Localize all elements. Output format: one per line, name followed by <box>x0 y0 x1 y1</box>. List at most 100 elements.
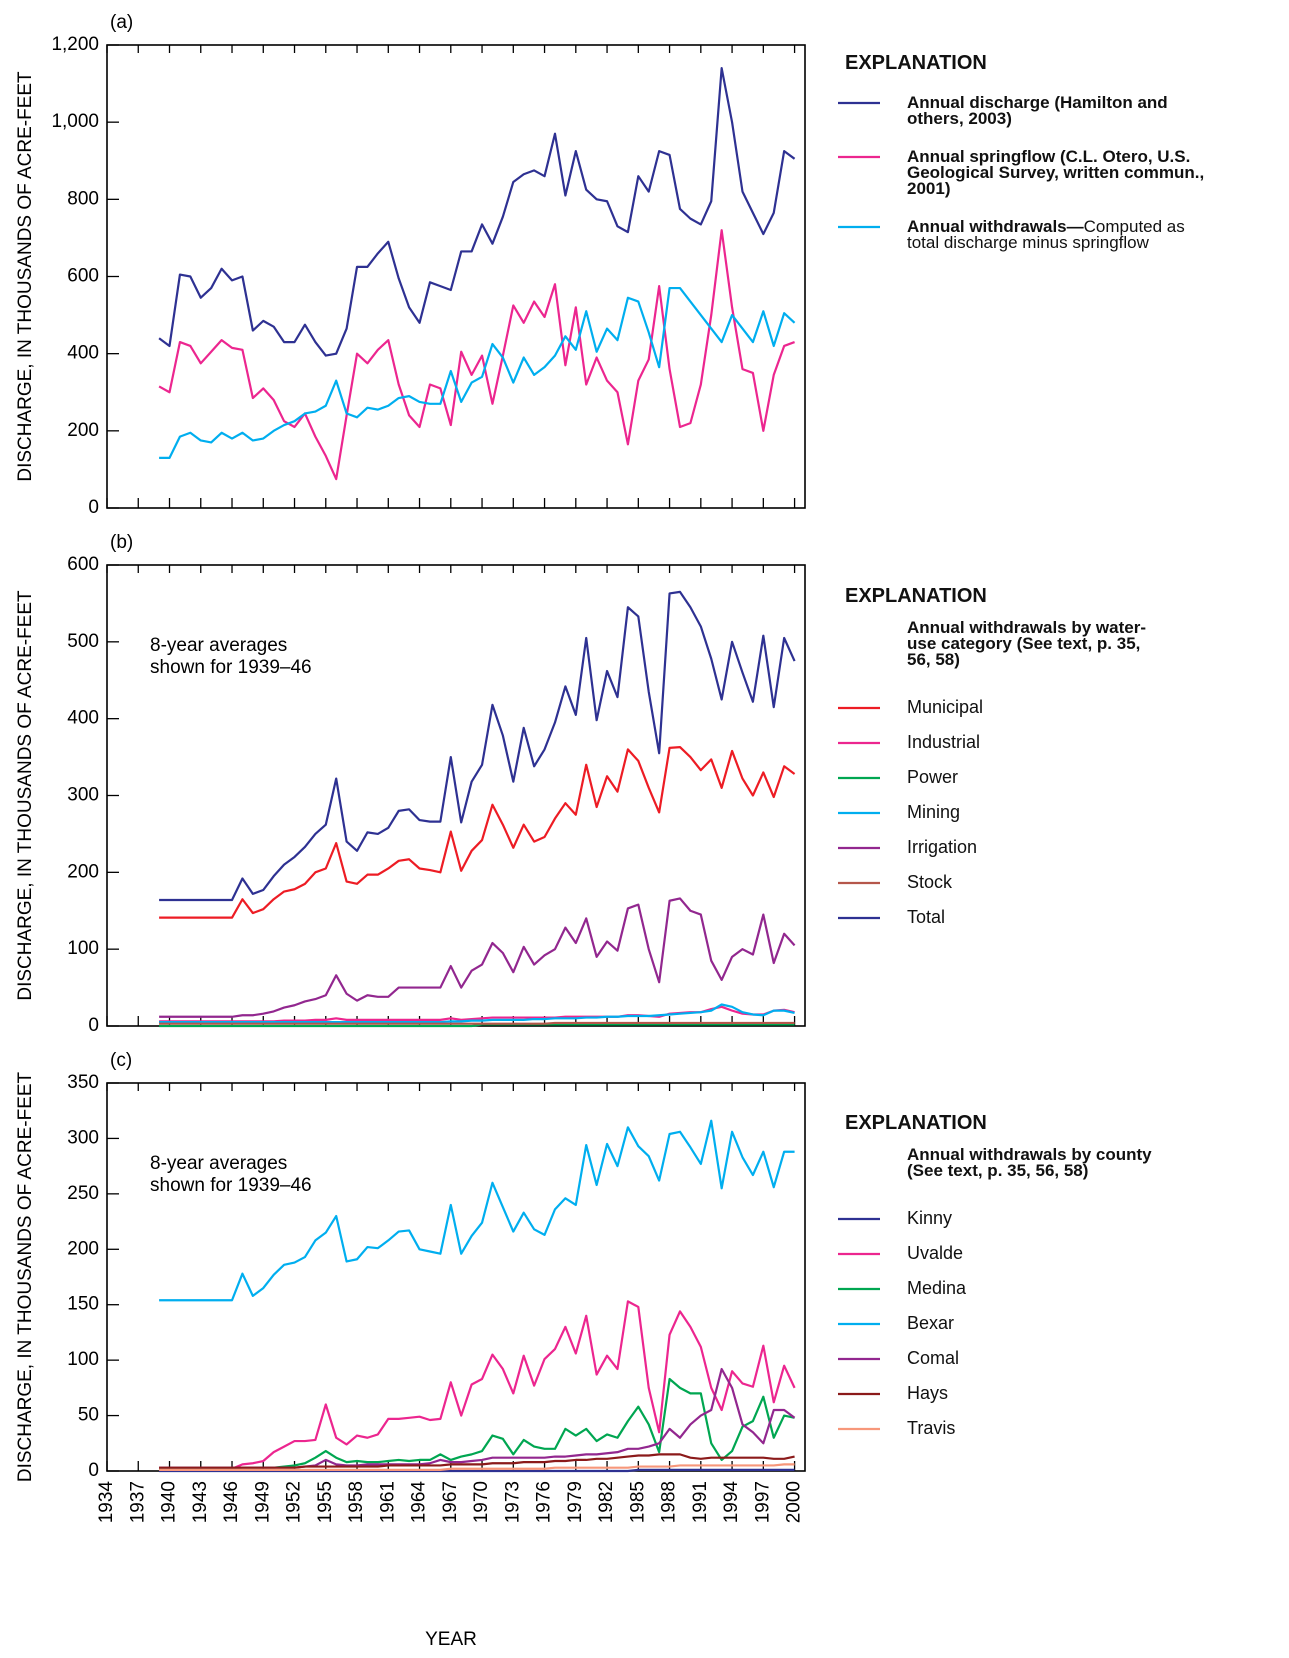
legend-text: Industrial <box>907 732 1207 753</box>
x-tick-label: 1940 <box>159 1481 180 1523</box>
legend-swatch <box>838 881 880 884</box>
y-axis-label: DISCHARGE, IN THOUSANDS OF ACRE-FEET <box>15 71 36 482</box>
legend-label: Annual withdrawals— <box>907 217 1084 236</box>
y-tick-label: 0 <box>88 1460 99 1481</box>
series-line <box>159 746 796 919</box>
y-axis-label: DISCHARGE, IN THOUSANDS OF ACRE-FEET <box>15 1071 36 1482</box>
legend-swatch <box>838 1287 880 1290</box>
legend-swatch <box>838 811 880 814</box>
series-line <box>158 229 795 481</box>
series-line <box>159 1021 795 1025</box>
y-tick-label: 200 <box>67 1238 99 1259</box>
legend: EXPLANATION Annual discharge (Hamilton an… <box>835 52 1275 273</box>
x-tick-label: 1934 <box>96 1481 117 1524</box>
y-tick-label: 500 <box>67 631 99 652</box>
legend-text: Municipal <box>907 697 1207 718</box>
legend-text: Bexar <box>907 1313 1207 1334</box>
y-tick-label: 400 <box>67 343 99 364</box>
plot-frame <box>106 44 806 509</box>
annotation: 8-year averages shown for 1939–46 <box>150 1153 312 1196</box>
y-tick-label: 400 <box>67 708 99 729</box>
y-tick-label: 200 <box>67 420 99 441</box>
legend-swatch <box>838 1252 880 1255</box>
legend-label: Hays <box>907 1383 949 1403</box>
x-tick-label: 1967 <box>440 1481 461 1523</box>
legend-entry: Mining <box>835 795 1275 830</box>
legend-swatch <box>838 1217 880 1220</box>
legend-entry: Stock <box>835 865 1275 900</box>
legend-text: Hays <box>907 1383 1207 1404</box>
legend-entry: Irrigation <box>835 830 1275 865</box>
y-tick-label: 350 <box>67 1072 99 1093</box>
legend-entry: Uvalde <box>835 1236 1275 1271</box>
legend-label: Total <box>907 907 946 927</box>
series-line <box>159 1003 795 1024</box>
legend-swatch <box>838 101 880 105</box>
legend-swatch <box>838 1357 880 1360</box>
legend-swatch <box>838 155 880 159</box>
series-line <box>159 590 796 902</box>
y-tick-label: 0 <box>88 497 99 518</box>
legend-label: Comal <box>907 1348 960 1368</box>
x-tick-label: 1997 <box>752 1481 773 1523</box>
legend-text: Power <box>907 767 1207 788</box>
legend-text: Irrigation <box>907 837 1207 858</box>
x-tick-label: 1994 <box>721 1481 742 1524</box>
legend-note: Computed as total discharge minus spring… <box>907 217 1185 252</box>
x-tick-label: 1955 <box>315 1481 336 1523</box>
legend-entry: Power <box>835 760 1275 795</box>
plot-frame <box>106 1082 806 1472</box>
legend-text: Annual discharge (Hamilton and others, 2… <box>907 93 1207 128</box>
y-tick-label: 300 <box>67 785 99 806</box>
x-tick-label: 1964 <box>409 1481 430 1524</box>
legend-text: Mining <box>907 802 1207 823</box>
x-tick-label: 2000 <box>784 1481 805 1523</box>
y-tick-label: 100 <box>67 1349 99 1370</box>
legend-entry: Municipal <box>835 690 1275 725</box>
series-line <box>159 897 796 1018</box>
series-line <box>159 1453 795 1469</box>
y-tick-label: 300 <box>67 1127 99 1148</box>
y-tick-label: 150 <box>67 1294 99 1315</box>
legend-label: Annual springflow (C.L. Otero, U.S. Geol… <box>907 147 1205 198</box>
series-line <box>158 67 796 357</box>
series-line <box>159 1468 795 1473</box>
panel-label: (b) <box>110 532 133 553</box>
legend-text: Comal <box>907 1348 1207 1369</box>
legend-swatch <box>838 1427 880 1430</box>
x-tick-label: 1985 <box>627 1481 648 1523</box>
x-tick-label: 1958 <box>346 1481 367 1523</box>
annotation: 8-year averages shown for 1939–46 <box>150 635 312 678</box>
legend-entry: Hays <box>835 1376 1275 1411</box>
series-line <box>159 1023 795 1028</box>
series-line <box>159 286 796 459</box>
legend-swatch <box>838 225 880 229</box>
legend-label: Uvalde <box>907 1243 964 1263</box>
legend-text: Travis <box>907 1418 1207 1439</box>
y-tick-label: 1,200 <box>51 34 99 55</box>
x-tick-label: 1988 <box>659 1481 680 1523</box>
x-tick-label: 1976 <box>534 1481 555 1523</box>
legend-swatch <box>838 846 880 849</box>
legend-entry: Industrial <box>835 725 1275 760</box>
legend-entry: Total <box>835 900 1275 935</box>
legend-label: Power <box>907 767 959 787</box>
legend-label: Mining <box>907 802 961 822</box>
legend-label: Medina <box>907 1278 967 1298</box>
series-line <box>159 1300 796 1470</box>
x-tick-label: 1946 <box>221 1481 242 1523</box>
legend-label: Travis <box>907 1418 956 1438</box>
x-tick-label: 1979 <box>565 1481 586 1523</box>
x-tick-label: 1991 <box>690 1481 711 1523</box>
legend-swatch <box>838 706 880 709</box>
legend-text: Annual withdrawals—Computed as total dis… <box>907 217 1207 252</box>
legend-title: EXPLANATION <box>845 1112 987 1134</box>
legend-label: Stock <box>907 872 953 892</box>
legend-entry: Medina <box>835 1271 1275 1306</box>
panel-label: (c) <box>110 1050 132 1071</box>
series-line <box>159 1377 795 1470</box>
legend-label: Kinny <box>907 1208 953 1228</box>
legend-text: Kinny <box>907 1208 1207 1229</box>
legend-label: Annual discharge (Hamilton and others, 2… <box>907 93 1168 128</box>
